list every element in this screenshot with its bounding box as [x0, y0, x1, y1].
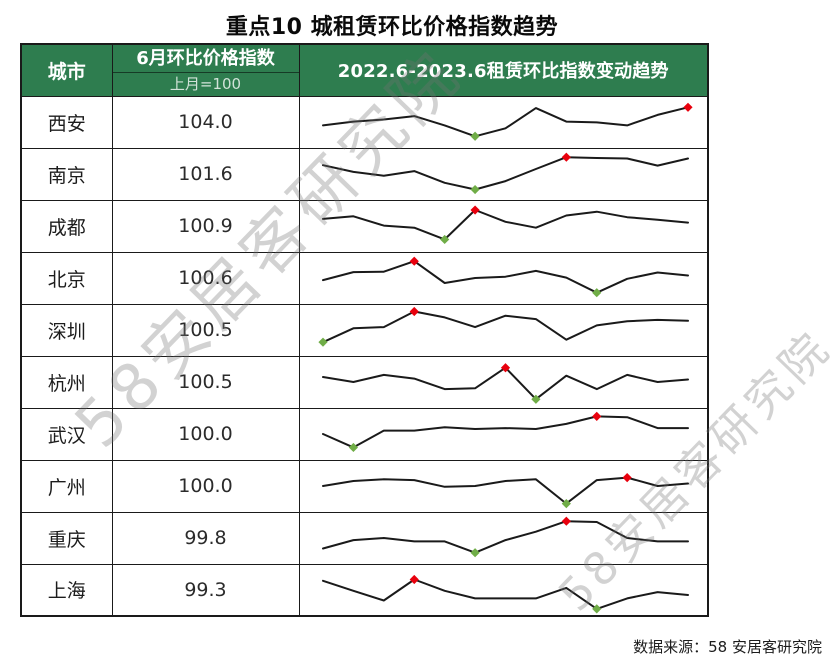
low-point-marker: [470, 131, 480, 141]
city-name: 成都: [20, 199, 113, 253]
sparkline-cell: [298, 459, 709, 513]
table-row: 上海 99.3: [20, 563, 709, 617]
column-header-city: 城市: [20, 43, 113, 97]
high-point-marker: [622, 473, 632, 483]
index-value: 100.9: [111, 199, 300, 253]
city-name: 重庆: [20, 511, 113, 565]
low-point-marker: [591, 288, 602, 298]
high-point-marker: [409, 256, 419, 266]
table-row: 杭州 100.5: [20, 355, 709, 409]
city-name: 上海: [20, 563, 113, 617]
city-name: 深圳: [20, 303, 113, 357]
table-row: 广州 100.0: [20, 459, 709, 513]
index-value: 100.0: [111, 407, 300, 461]
sparkline-cell: [298, 199, 709, 253]
high-point-marker: [409, 574, 419, 584]
table-row: 深圳 100.5: [20, 303, 709, 357]
table-row: 西安 104.0: [20, 95, 709, 149]
column-header-june-index: 6月环比价格指数 上月=100: [111, 43, 300, 97]
sparkline-cell: [298, 355, 709, 409]
low-point-marker: [470, 184, 480, 195]
sparkline-chart: [321, 256, 689, 298]
table-row: 重庆 99.8: [20, 511, 709, 565]
sparkline-cell: [298, 251, 709, 305]
city-name: 西安: [20, 95, 113, 149]
sparkline-chart: [321, 152, 689, 195]
high-point-marker: [500, 363, 510, 373]
sparkline-chart: [321, 102, 693, 141]
sparkline-chart: [321, 516, 689, 558]
sparkline-chart: [321, 473, 689, 509]
city-name: 广州: [20, 459, 113, 513]
sparkline-cell: [298, 147, 709, 201]
table-header-row: 城市 6月环比价格指数 上月=100 2022.6-2023.6租赁环比指数变动…: [20, 43, 709, 97]
index-value: 100.0: [111, 459, 300, 513]
table-row: 南京 101.6: [20, 147, 709, 201]
sparkline-cell: [298, 563, 709, 617]
index-value: 99.3: [111, 563, 300, 617]
table-row: 成都 100.9: [20, 199, 709, 253]
data-source-note: 数据来源：58 安居客研究院: [633, 638, 822, 656]
city-name: 武汉: [20, 407, 113, 461]
low-point-marker: [561, 499, 571, 509]
sparkline-cell: [298, 407, 709, 461]
sparkline-cell: [298, 95, 709, 149]
sparkline-chart: [318, 306, 689, 347]
city-index-table: 城市 6月环比价格指数 上月=100 2022.6-2023.6租赁环比指数变动…: [20, 43, 709, 617]
index-value: 101.6: [111, 147, 300, 201]
table-row: 武汉 100.0: [20, 407, 709, 461]
city-name: 杭州: [20, 355, 113, 409]
low-point-marker: [318, 337, 328, 347]
column-header-june-index-label: 6月环比价格指数: [112, 45, 299, 73]
low-point-marker: [470, 548, 480, 558]
sparkline-chart: [321, 363, 689, 404]
table-row: 北京 100.6: [20, 251, 709, 305]
index-value: 104.0: [111, 95, 300, 149]
sparkline-chart: [321, 574, 689, 614]
high-point-marker: [561, 152, 571, 162]
low-point-marker: [348, 442, 358, 453]
high-point-marker: [683, 102, 693, 112]
high-point-marker: [561, 516, 571, 526]
column-header-trend: 2022.6-2023.6租赁环比指数变动趋势: [298, 43, 709, 97]
index-value: 100.5: [111, 303, 300, 357]
high-point-marker: [591, 411, 602, 421]
city-name: 北京: [20, 251, 113, 305]
high-point-marker: [409, 306, 419, 317]
index-value: 99.8: [111, 511, 300, 565]
index-value: 100.5: [111, 355, 300, 409]
sparkline-cell: [298, 303, 709, 357]
sparkline-chart: [321, 205, 689, 245]
sparkline-chart: [321, 411, 689, 453]
sparkline-cell: [298, 511, 709, 565]
index-value: 100.6: [111, 251, 300, 305]
column-header-base-note: 上月=100: [169, 75, 242, 93]
page-title: 重点10 城租赁环比价格指数趋势: [225, 15, 559, 40]
city-name: 南京: [20, 147, 113, 201]
